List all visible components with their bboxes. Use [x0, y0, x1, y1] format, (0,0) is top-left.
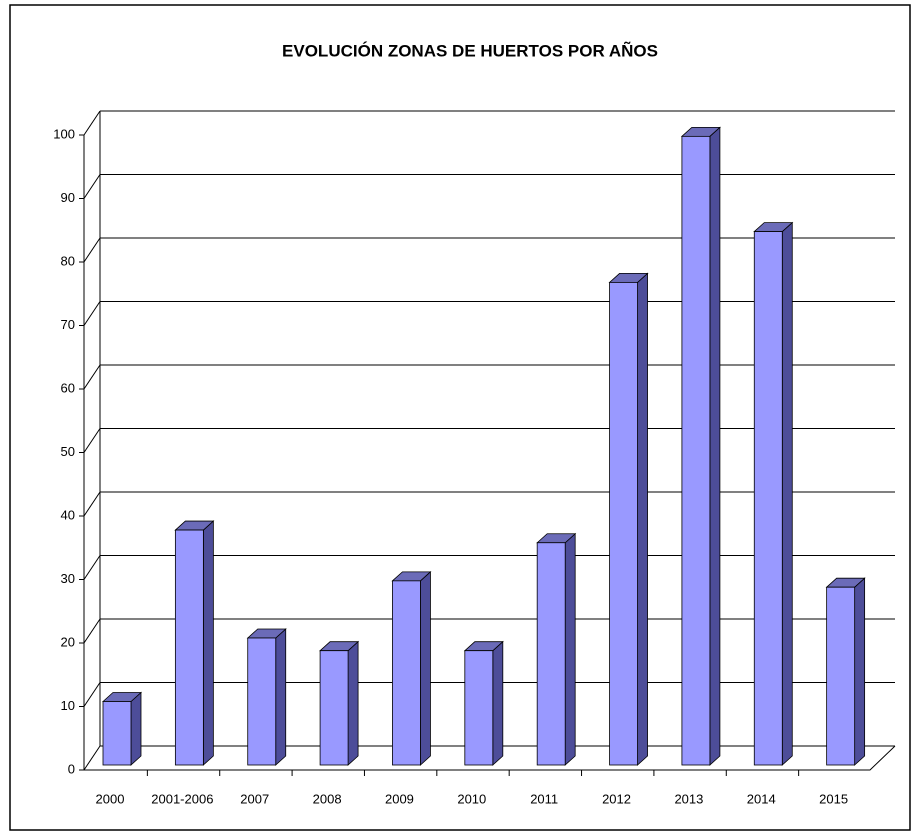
x-tick-label: 2010 [457, 791, 486, 806]
grid-line [83, 428, 101, 453]
grid-line [83, 301, 101, 326]
y-tick-label: 40 [61, 507, 75, 522]
bar-side [492, 640, 504, 766]
x-tick-label: 2007 [240, 791, 269, 806]
chart-title: EVOLUCIÓN ZONAS DE HUERTOS POR AÑOS [282, 40, 658, 60]
bar-side [202, 520, 214, 766]
bar-side [637, 272, 648, 766]
x-tick-label: 2009 [385, 791, 414, 806]
bar [826, 586, 856, 766]
grid-line [83, 618, 101, 644]
x-tick-label: 2014 [747, 791, 776, 806]
bar [536, 542, 566, 766]
y-tick-label: 0 [68, 761, 75, 776]
y-tick-label: 20 [61, 634, 75, 649]
bar [609, 281, 638, 766]
bar-side [781, 221, 793, 766]
y-tick-label: 10 [61, 698, 75, 713]
grid-line [83, 555, 101, 580]
y-tick-label: 90 [61, 190, 75, 205]
x-tick-label: 2000 [96, 791, 125, 806]
bar [392, 580, 421, 766]
x-tick-label: 2011 [530, 791, 558, 806]
bar [247, 637, 277, 766]
floor-edge [84, 745, 896, 771]
y-tick-label: 30 [61, 571, 75, 586]
bar [753, 231, 783, 766]
bar-side [854, 577, 866, 766]
bar-side [709, 126, 721, 766]
grid-line [83, 745, 101, 771]
grid-line [83, 174, 101, 199]
x-tick-label: 2015 [819, 791, 848, 806]
y-tick-label: 80 [61, 253, 75, 268]
grid-line [83, 491, 101, 517]
x-tick-label: 2013 [674, 791, 703, 806]
grid-line [83, 237, 101, 263]
x-tick-label: 2008 [313, 791, 342, 806]
bar-side [420, 570, 431, 766]
bar [102, 701, 132, 766]
bar [174, 529, 204, 766]
bar [319, 650, 349, 766]
grid-line [83, 110, 101, 136]
y-tick-label: 50 [61, 444, 75, 459]
bar-side [130, 691, 142, 766]
bar-side [564, 532, 576, 766]
x-tick-label: 2001-2006 [151, 791, 213, 806]
y-tick-label: 70 [61, 317, 75, 332]
bar [464, 650, 494, 766]
bar-side [347, 640, 359, 766]
y-tick-label: 60 [61, 380, 75, 395]
y-tick-label: 100 [53, 126, 75, 141]
bar [681, 135, 711, 766]
grid-line [83, 364, 101, 390]
x-tick-label: 2012 [602, 791, 631, 806]
grid-line [83, 682, 101, 707]
bar-side [275, 628, 287, 766]
